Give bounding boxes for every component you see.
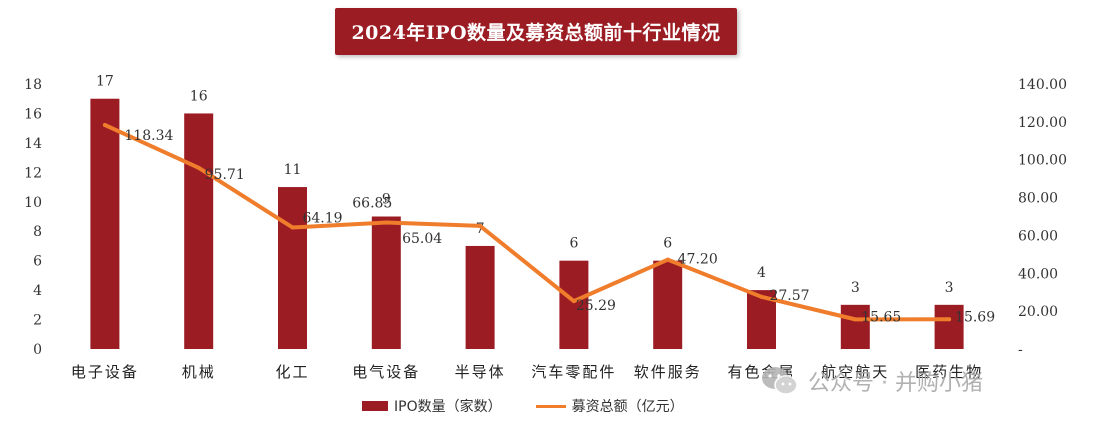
line-data-label: 15.65 bbox=[861, 309, 901, 325]
y-right-tick-label: 120.00 bbox=[1018, 115, 1067, 131]
line-point bbox=[665, 257, 670, 262]
legend-bar-label: IPO数量（家数） bbox=[394, 399, 502, 415]
y-right-tick-label: - bbox=[1018, 342, 1023, 358]
y-left-tick-label: 12 bbox=[24, 165, 42, 181]
x-tick-label: 半导体 bbox=[455, 363, 506, 381]
line-data-label: 66.85 bbox=[352, 195, 392, 211]
legend-bar-swatch bbox=[362, 401, 388, 411]
y-left-tick-label: 16 bbox=[24, 106, 42, 122]
y-left-tick-label: 10 bbox=[24, 195, 42, 211]
bar bbox=[184, 113, 214, 349]
line-data-label: 15.69 bbox=[955, 309, 995, 325]
x-tick-label: 汽车零配件 bbox=[531, 363, 616, 381]
x-tick-label: 航空航天 bbox=[821, 363, 889, 381]
bar bbox=[559, 260, 589, 349]
y-left-tick-label: 4 bbox=[33, 283, 42, 299]
y-left-tick-label: 6 bbox=[33, 254, 42, 270]
y-right-tick-label: 60.00 bbox=[1018, 228, 1058, 244]
line-point bbox=[102, 122, 107, 127]
bar bbox=[465, 245, 495, 349]
line-data-label: 118.34 bbox=[124, 128, 173, 144]
bar-data-label: 9 bbox=[382, 192, 391, 208]
y-left-tick-label: 18 bbox=[24, 77, 42, 93]
chart-title-box: 2024年IPO数量及募资总额前十行业情况 bbox=[335, 8, 737, 55]
x-tick-label: 电气设备 bbox=[352, 363, 420, 381]
line-data-label: 27.57 bbox=[769, 288, 809, 304]
y-right-tick-label: 20.00 bbox=[1018, 304, 1058, 320]
wechat-icon bbox=[762, 367, 798, 395]
y-left-tick-label: 0 bbox=[33, 342, 42, 358]
y-left-tick-label: 14 bbox=[24, 136, 42, 152]
line-data-label: 95.71 bbox=[205, 167, 245, 183]
x-tick-label: 软件服务 bbox=[634, 363, 702, 381]
line-point bbox=[478, 223, 483, 228]
bar bbox=[840, 304, 870, 349]
y-left-tick-label: 2 bbox=[33, 313, 42, 329]
bar-data-label: 6 bbox=[569, 236, 578, 252]
line-point bbox=[290, 225, 295, 230]
legend: IPO数量（家数） 募资总额（亿元） bbox=[362, 396, 684, 416]
bar bbox=[90, 98, 120, 349]
bar bbox=[371, 216, 401, 349]
bar bbox=[653, 260, 683, 349]
bar-data-label: 16 bbox=[190, 88, 208, 104]
legend-line-label: 募资总额（亿元） bbox=[571, 399, 684, 415]
bar bbox=[278, 187, 307, 349]
bar-data-label: 11 bbox=[284, 162, 302, 178]
line-data-label: 65.04 bbox=[402, 231, 442, 247]
line-point bbox=[384, 220, 389, 225]
x-tick-label: 机械 bbox=[182, 363, 216, 381]
bar-data-label: 3 bbox=[851, 280, 860, 296]
legend-line-swatch bbox=[535, 404, 566, 408]
line-point bbox=[196, 165, 201, 170]
bar-data-label: 17 bbox=[96, 74, 114, 90]
y-left-tick-label: 8 bbox=[33, 224, 42, 240]
line-data-label: 47.20 bbox=[678, 252, 718, 268]
y-right-tick-label: 140.00 bbox=[1018, 77, 1067, 93]
chart-title: 2024年IPO数量及募资总额前十行业情况 bbox=[351, 22, 721, 44]
bar-data-label: 3 bbox=[945, 280, 954, 296]
line-point bbox=[571, 299, 576, 304]
y-right-tick-label: 40.00 bbox=[1018, 266, 1058, 282]
y-right-tick-label: 80.00 bbox=[1018, 191, 1058, 207]
bar-data-label: 4 bbox=[757, 265, 766, 281]
line-point bbox=[947, 317, 952, 322]
line-data-label: 25.29 bbox=[576, 298, 616, 314]
bar-data-label: 6 bbox=[663, 236, 672, 252]
bar bbox=[934, 304, 964, 349]
line-series bbox=[102, 122, 952, 322]
x-tick-label: 电子设备 bbox=[71, 363, 139, 381]
bar-data-label: 7 bbox=[476, 221, 485, 237]
line-data-label: 64.19 bbox=[302, 210, 342, 226]
y-right-tick-label: 100.00 bbox=[1018, 153, 1067, 169]
watermark: 公众号 · 并购小猪 bbox=[760, 365, 983, 397]
line-point bbox=[759, 294, 764, 299]
line-point bbox=[853, 317, 858, 322]
x-tick-label: 医药生物 bbox=[915, 363, 983, 381]
watermark-text: 公众号 · 并购小猪 bbox=[808, 371, 983, 396]
x-tick-label: 化工 bbox=[275, 363, 309, 381]
